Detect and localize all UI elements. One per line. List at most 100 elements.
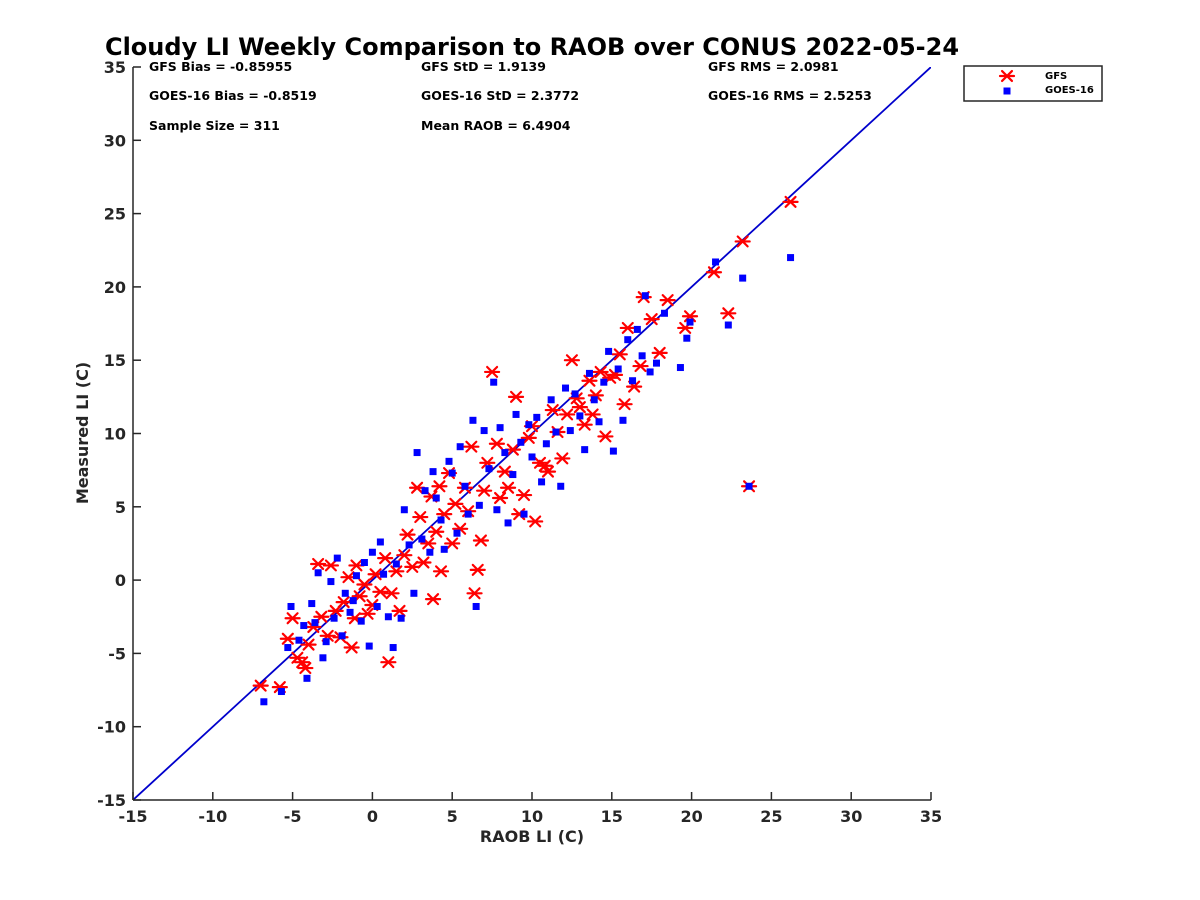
goes16-point (432, 494, 440, 502)
goes16-point (360, 559, 368, 567)
gfs-point (359, 607, 376, 620)
goes16-point (437, 516, 445, 524)
goes16-point (509, 471, 517, 479)
goes16-point (571, 390, 579, 398)
stat-text: Sample Size = 311 (149, 118, 280, 133)
goes16-point (600, 378, 608, 386)
goes16-point (542, 440, 550, 448)
y-tick-label: 10 (104, 425, 126, 444)
goes16-point (453, 529, 461, 537)
y-tick-label: 20 (104, 278, 126, 297)
legend: GFS GOES-16 (963, 65, 1103, 102)
gfs-point (720, 307, 737, 320)
x-tick-label: 10 (521, 807, 543, 826)
goes16-point (652, 359, 660, 367)
y-tick-label: -15 (97, 791, 126, 810)
gfs-point (651, 346, 668, 359)
gfs-point (643, 313, 660, 326)
goes16-point (405, 541, 413, 549)
stat-text: GOES-16 StD = 2.3772 (421, 88, 579, 103)
goes16-point (357, 617, 365, 625)
gfs-point (554, 452, 571, 465)
goes16-point (392, 560, 400, 568)
goes16-point (533, 413, 541, 421)
x-tick-label: 5 (447, 807, 458, 826)
gfs-point (469, 563, 486, 576)
gfs-point (466, 587, 483, 600)
gfs-point (252, 679, 269, 692)
gfs-point (563, 354, 581, 367)
x-tick-label: -10 (198, 807, 227, 826)
goes16-point (712, 258, 720, 266)
gfs-point (377, 552, 394, 565)
goes16-point (469, 416, 477, 424)
goes16-point (327, 578, 335, 586)
gfs-point (705, 266, 723, 279)
x-tick-label: 15 (601, 807, 623, 826)
gfs-point (310, 557, 327, 571)
goes16-point (461, 482, 469, 490)
goes16-point (397, 614, 405, 622)
goes16-point (683, 334, 691, 342)
goes16-point (686, 318, 694, 326)
y-tick-label: 35 (104, 58, 126, 77)
legend-marker-goes16 (1003, 87, 1011, 95)
gfs-point (632, 360, 649, 373)
gfs-point (488, 437, 505, 450)
stat-text: GOES-16 Bias = -0.8519 (149, 88, 317, 103)
goes16-point (300, 622, 308, 630)
goes16-point (448, 469, 456, 477)
goes16-point (633, 325, 641, 333)
goes16-point (330, 614, 338, 622)
goes16-point (557, 482, 565, 490)
goes16-point (512, 410, 520, 418)
goes16-point (585, 369, 593, 377)
goes16-point (520, 510, 528, 518)
x-axis-label: RAOB LI (C) (480, 827, 584, 846)
goes16-point (376, 538, 384, 546)
gfs-point (424, 593, 442, 606)
goes16-point (609, 447, 617, 455)
goes16-point (314, 569, 322, 577)
data-points (252, 195, 799, 706)
gfs-point (782, 195, 799, 208)
y-tick-label: 15 (104, 351, 126, 370)
axes: -15 -10 -5 0 5 10 15 20 25 30 35 -15 -10 -5 0 5 10 15 20 25… (97, 58, 942, 826)
goes16-point (660, 309, 668, 317)
gfs-point (491, 491, 509, 505)
statistics-annotations: GFS Bias = -0.85955 GFS StD = 1.9139 GFS R… (149, 59, 872, 133)
stat-text: GFS StD = 1.9139 (421, 59, 546, 74)
goes16-point (365, 642, 373, 650)
y-tick-label: 30 (104, 131, 126, 150)
x-tick-label: 35 (920, 807, 942, 826)
goes16-point (480, 427, 488, 435)
goes16-point (319, 654, 327, 662)
goes16-point (504, 519, 512, 527)
y-axis-label: Measured LI (C) (73, 362, 92, 504)
gfs-point (444, 537, 461, 550)
goes16-point (426, 548, 434, 556)
goes16-point (562, 384, 570, 392)
gfs-point (559, 408, 576, 421)
stat-text: GOES-16 RMS = 2.5253 (708, 88, 872, 103)
goes16-point (566, 427, 574, 435)
goes16-point (501, 449, 509, 457)
goes16-point (517, 438, 525, 446)
goes16-point (303, 674, 311, 682)
gfs-point (659, 294, 676, 307)
goes16-point (295, 636, 303, 644)
gfs-point (476, 484, 493, 497)
goes16-point (418, 535, 426, 543)
goes16-point (485, 465, 493, 473)
gfs-point (297, 662, 314, 675)
goes16-point (619, 416, 627, 424)
legend-gfs-asterisk (998, 69, 1016, 83)
gfs-point (619, 321, 636, 334)
goes16-point (490, 378, 498, 386)
goes16-point (787, 254, 795, 262)
gfs-point (527, 515, 544, 528)
goes16-point (547, 396, 555, 404)
goes16-point (724, 321, 732, 329)
goes16-point (576, 412, 584, 420)
